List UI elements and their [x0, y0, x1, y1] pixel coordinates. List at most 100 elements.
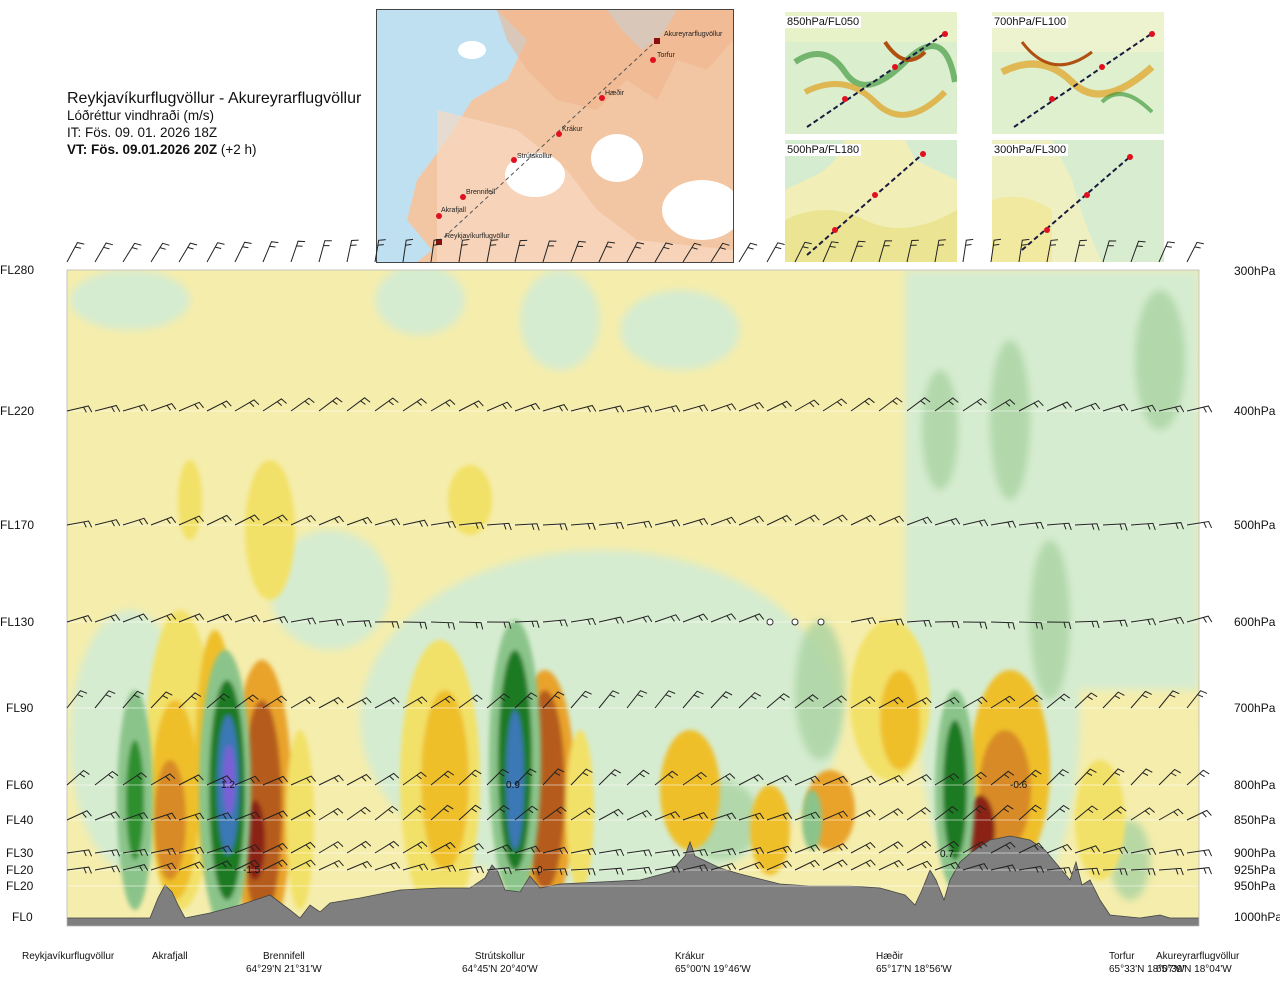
wind-barb — [1046, 621, 1072, 630]
wind-barb — [234, 844, 261, 854]
data-label: -1.5 — [243, 865, 261, 876]
wind-barb — [990, 520, 1017, 528]
location-label: Reykjavíkurflugvöllur — [22, 951, 115, 962]
wind-barb — [514, 867, 540, 876]
fl-label: FL220 — [0, 404, 35, 418]
wind-barb — [430, 399, 456, 412]
wind-barb — [346, 516, 373, 526]
wind-barb — [542, 806, 567, 821]
wind-barb — [178, 401, 204, 412]
wind-barb — [346, 773, 372, 786]
fl-label: FL170 — [0, 518, 35, 532]
thumb-label: 300hPa/FL300 — [992, 144, 1069, 156]
wind-barb — [318, 859, 344, 871]
wind-barb — [850, 859, 876, 871]
wind-barb — [122, 772, 147, 786]
wind-barb — [934, 517, 961, 526]
wind-barb — [822, 241, 839, 263]
pressure-label: 850hPa — [1234, 813, 1276, 827]
location-label: Hæðir 65°17'N 18°56'W — [876, 951, 952, 975]
wind-barb — [654, 614, 681, 623]
wind-barb — [290, 696, 316, 709]
wind-barb — [458, 522, 484, 530]
wind-barb — [318, 807, 344, 821]
wind-barb — [766, 400, 792, 412]
wind-barb — [766, 860, 792, 871]
wind-barb — [346, 840, 372, 854]
wind-barb — [1018, 621, 1044, 630]
wind-barb — [654, 690, 676, 709]
wind-barb — [878, 859, 904, 871]
thumbnail-500hpa[interactable]: 500hPa/FL180 — [785, 140, 957, 262]
wind-barb — [374, 621, 400, 629]
wind-barb — [402, 805, 426, 821]
wind-barb — [1074, 692, 1098, 709]
wind-barb — [1130, 522, 1156, 531]
wind-barb — [374, 397, 399, 412]
wind-barb — [234, 514, 260, 526]
wind-barb — [738, 613, 765, 623]
wind-barb — [486, 522, 512, 531]
wind-barb — [318, 240, 332, 263]
wind-barb — [94, 690, 116, 709]
wind-barb — [794, 399, 820, 412]
wind-barb — [122, 517, 149, 526]
wind-barb — [374, 696, 400, 709]
map-label: Torfur — [657, 52, 676, 59]
wind-barb — [290, 514, 316, 526]
wind-barb — [430, 695, 456, 709]
wind-barb — [178, 846, 205, 855]
thumbnail-300hpa[interactable]: 300hPa/FL300 — [992, 140, 1164, 262]
wind-barb — [1018, 842, 1044, 854]
wind-barb — [766, 693, 790, 709]
wind-barb — [234, 614, 261, 623]
wind-barb — [1186, 809, 1212, 821]
wind-barb — [990, 841, 1016, 854]
wind-barb — [570, 768, 593, 786]
thumbnail-850hpa[interactable]: 850hPa/FL050 — [785, 12, 957, 134]
wind-barb — [1186, 690, 1208, 709]
thumbnail-700hpa[interactable]: 700hPa/FL100 — [992, 12, 1164, 134]
location-label: Akrafjall — [152, 951, 188, 962]
wind-barb — [66, 769, 90, 786]
wind-barb — [738, 847, 765, 855]
wind-barb — [1018, 769, 1042, 786]
wind-barb — [122, 242, 142, 263]
data-label: 0.7 — [940, 849, 954, 860]
pressure-label: 950hPa — [1234, 879, 1276, 893]
wind-barb — [150, 773, 176, 786]
wind-barb — [234, 859, 260, 871]
wind-barb — [1158, 867, 1184, 876]
wind-barb — [738, 861, 765, 871]
wind-barb — [290, 240, 306, 263]
route-map[interactable]: Akureyrarflugvöllur Torfur Hæðir Krákur … — [376, 9, 734, 263]
wind-barb — [878, 841, 904, 854]
wind-barb — [1102, 691, 1125, 709]
wind-barb — [962, 696, 988, 709]
wind-barb — [150, 242, 170, 263]
map-label: Akrafjall — [441, 207, 466, 214]
wind-barb — [206, 775, 232, 786]
wind-barb — [1130, 847, 1157, 855]
wind-barb — [1158, 522, 1184, 530]
map-label: Strútskollur — [517, 153, 553, 160]
wind-barb — [262, 241, 279, 263]
wind-barb — [1074, 845, 1101, 854]
wind-barb — [1102, 240, 1117, 263]
data-label: 0 — [537, 865, 543, 876]
wind-barb — [682, 404, 709, 412]
wind-barb — [122, 613, 149, 623]
wind-barb — [374, 239, 386, 263]
wind-barb — [178, 692, 202, 709]
wind-barb — [402, 621, 428, 630]
wind-barb — [1130, 868, 1156, 876]
calm-markers — [766, 618, 825, 626]
wind-barb — [710, 848, 737, 856]
wind-barb — [178, 515, 204, 526]
wind-barb — [1186, 615, 1213, 623]
wind-barb — [94, 865, 121, 873]
wind-barb — [990, 695, 1016, 709]
wind-barb — [794, 775, 820, 786]
wind-barb — [542, 868, 568, 876]
